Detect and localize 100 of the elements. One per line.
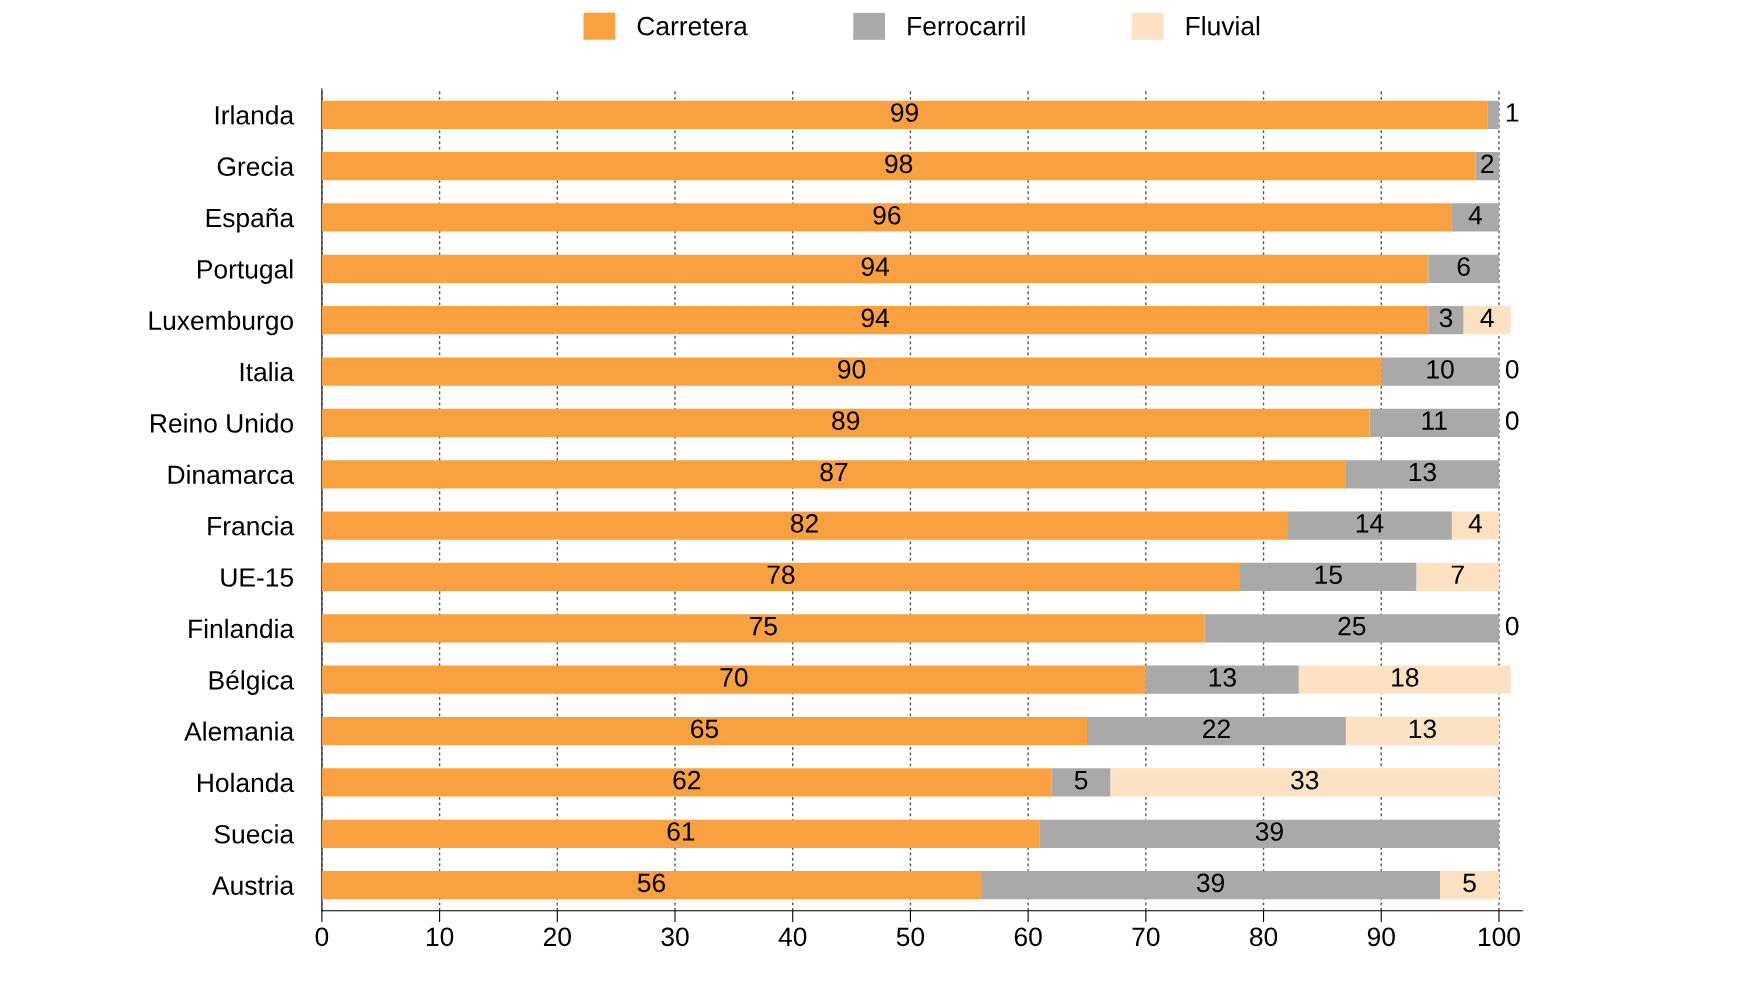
x-tick-label: 100 bbox=[1478, 927, 1520, 947]
data-label: 70 bbox=[720, 668, 748, 687]
bar bbox=[321, 306, 1429, 335]
y-tick-label: Holanda bbox=[197, 772, 295, 793]
bar bbox=[1345, 460, 1499, 489]
data-label: 4 bbox=[1468, 514, 1482, 533]
y-tick-label: UE-15 bbox=[221, 568, 294, 587]
y-tick-label: Luxemburgo bbox=[149, 310, 294, 336]
data-label: 98 bbox=[885, 154, 913, 174]
bar bbox=[321, 768, 1052, 797]
x-tick-label: 60 bbox=[1014, 927, 1042, 947]
data-label: 2 bbox=[1481, 154, 1494, 173]
data-label: 90 bbox=[838, 359, 866, 379]
data-label: 4 bbox=[1468, 206, 1482, 225]
data-label: 13 bbox=[1409, 462, 1436, 482]
y-tick-label: Reino Unido bbox=[151, 413, 294, 433]
x-tick-label: 70 bbox=[1132, 927, 1160, 947]
data-label: 61 bbox=[667, 822, 695, 841]
x-tick-label: 90 bbox=[1367, 927, 1395, 947]
x-tick-label: 40 bbox=[778, 927, 807, 947]
bar bbox=[1110, 768, 1499, 797]
data-label: 82 bbox=[790, 514, 818, 533]
bar bbox=[1240, 562, 1417, 592]
bar bbox=[1428, 254, 1499, 283]
bar bbox=[1463, 306, 1511, 335]
bar bbox=[1416, 562, 1499, 592]
data-label: 25 bbox=[1338, 616, 1366, 636]
data-label: 6 bbox=[1457, 257, 1470, 276]
bar bbox=[1440, 871, 1499, 900]
data-label: 89 bbox=[832, 411, 860, 430]
data-label: 22 bbox=[1203, 719, 1230, 738]
x-tick-label: 0 bbox=[315, 927, 329, 947]
bar bbox=[1204, 614, 1499, 643]
legend-label: Fluvial bbox=[1186, 16, 1260, 36]
data-label: 99 bbox=[891, 103, 918, 122]
bar bbox=[1381, 357, 1499, 386]
legend-label: Carretera bbox=[637, 16, 748, 36]
bar bbox=[1039, 819, 1499, 848]
bar bbox=[1298, 665, 1511, 694]
data-label: 0 bbox=[1505, 411, 1519, 430]
data-label: 13 bbox=[1409, 719, 1436, 739]
y-tick-label: Suecia bbox=[214, 824, 295, 844]
data-label: 39 bbox=[1196, 873, 1225, 893]
data-label: 0 bbox=[1505, 616, 1519, 636]
data-label: 13 bbox=[1209, 668, 1236, 687]
y-tick-label: Italia bbox=[240, 362, 295, 382]
data-label: 96 bbox=[873, 205, 901, 225]
bar bbox=[1145, 665, 1299, 694]
data-label: 75 bbox=[749, 617, 777, 636]
y-tick-label: Portugal bbox=[198, 259, 293, 284]
data-label: 7 bbox=[1451, 565, 1464, 584]
x-tick-label: 30 bbox=[661, 927, 689, 947]
data-label: 4 bbox=[1480, 308, 1494, 328]
bar bbox=[1369, 408, 1499, 438]
data-label: 11 bbox=[1422, 411, 1447, 430]
bar bbox=[321, 562, 1241, 592]
bar bbox=[1051, 768, 1111, 797]
data-label: 33 bbox=[1291, 770, 1319, 790]
y-tick-label: Grecia bbox=[217, 156, 295, 176]
bar bbox=[321, 203, 1452, 232]
data-label: 94 bbox=[861, 308, 890, 328]
bar bbox=[321, 254, 1429, 283]
bar bbox=[321, 100, 1488, 129]
data-label: 18 bbox=[1392, 668, 1419, 687]
y-tick-label: Austria bbox=[212, 875, 295, 895]
bar bbox=[321, 819, 1040, 848]
bar bbox=[1287, 511, 1452, 540]
data-label: 14 bbox=[1356, 514, 1384, 533]
bar bbox=[1345, 716, 1499, 746]
data-label: 15 bbox=[1315, 565, 1342, 585]
data-label: 5 bbox=[1463, 873, 1476, 893]
y-tick-label: Francia bbox=[208, 516, 295, 536]
y-tick-label: Bélgica bbox=[209, 669, 295, 695]
bar bbox=[321, 408, 1370, 438]
data-label: 78 bbox=[767, 565, 795, 585]
bar bbox=[1428, 306, 1464, 335]
data-label: 3 bbox=[1439, 308, 1453, 328]
data-label: 39 bbox=[1255, 822, 1283, 841]
bar bbox=[321, 614, 1205, 643]
bar bbox=[321, 716, 1087, 746]
bar bbox=[1451, 203, 1499, 232]
bar bbox=[321, 871, 982, 900]
bar bbox=[321, 460, 1346, 489]
data-label: 65 bbox=[691, 719, 719, 739]
bar bbox=[321, 511, 1288, 540]
bar bbox=[981, 871, 1441, 900]
data-label: 0 bbox=[1505, 359, 1519, 379]
bar bbox=[1451, 511, 1499, 540]
legend-label: Ferrocarril bbox=[908, 16, 1025, 36]
bar bbox=[321, 665, 1146, 694]
x-tick-label: 10 bbox=[426, 927, 454, 947]
data-label: 1 bbox=[1506, 103, 1519, 122]
bar bbox=[1487, 100, 1499, 129]
data-label: 10 bbox=[1427, 359, 1454, 379]
y-tick-label: Finlandia bbox=[189, 618, 295, 639]
x-tick-label: 50 bbox=[896, 927, 925, 947]
bar bbox=[321, 152, 1476, 181]
data-label: 56 bbox=[637, 873, 665, 893]
y-tick-label: Dinamarca bbox=[168, 464, 295, 485]
bar bbox=[321, 357, 1382, 386]
